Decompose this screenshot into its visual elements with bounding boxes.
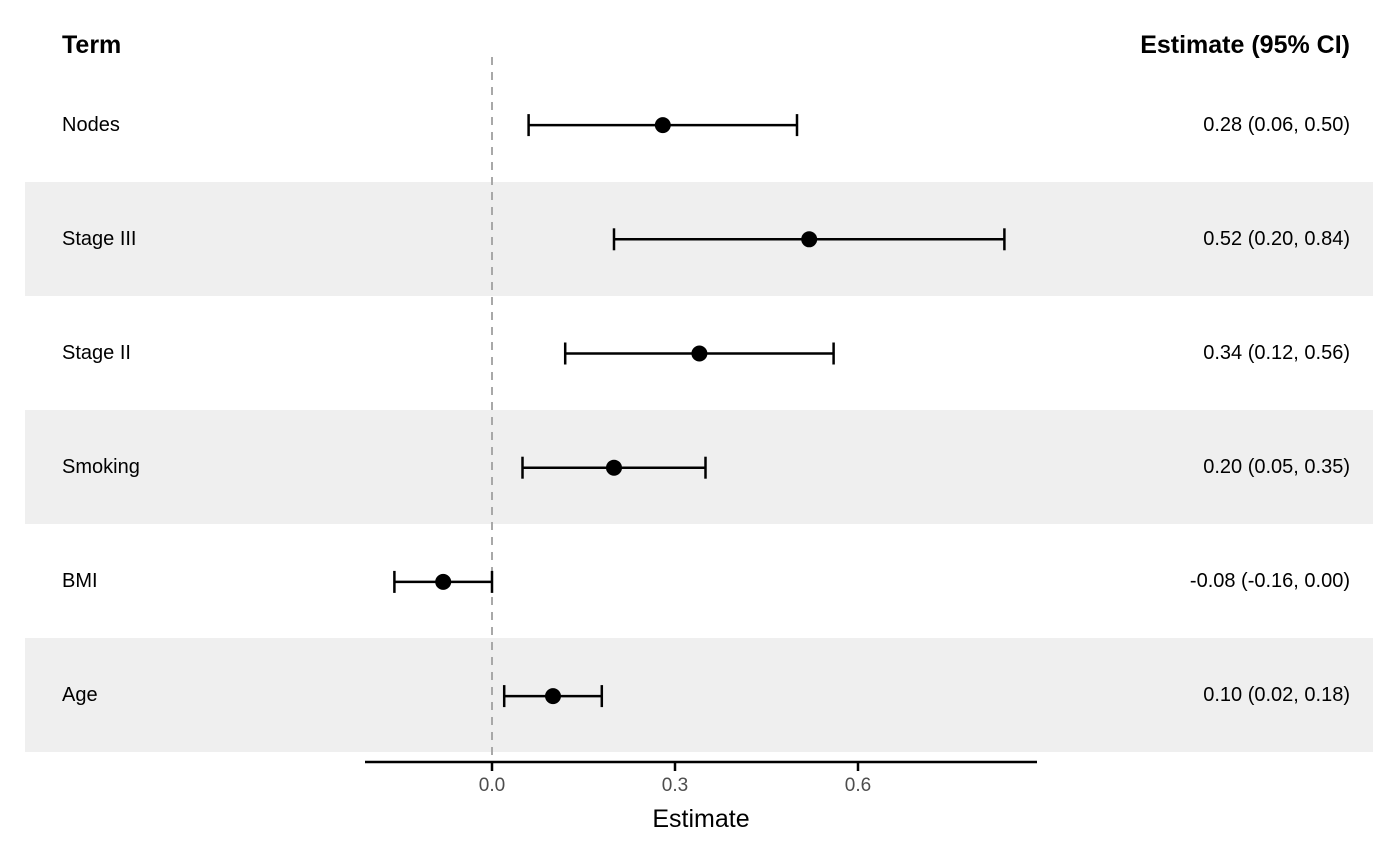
estimate-ci-value: -0.08 (-0.16, 0.00) [1189, 569, 1350, 592]
term-label: BMI [62, 569, 98, 592]
estimate-ci-value: 0.34 (0.12, 0.56) [1203, 341, 1350, 364]
x-axis-title: Estimate [652, 805, 749, 833]
row-age: Age 0.10 (0.02, 0.18) [25, 638, 1373, 752]
row-bmi: BMI -0.08 (-0.16, 0.00) [25, 524, 1373, 638]
term-label: Age [62, 683, 98, 706]
row-stage-iii: Stage III 0.52 (0.20, 0.84) [25, 182, 1373, 296]
term-column-header: Term [62, 31, 122, 59]
row-nodes: Nodes 0.28 (0.06, 0.50) [25, 68, 1373, 182]
term-label: Stage III [62, 227, 137, 250]
x-axis-tick-label: 0.0 [479, 775, 505, 796]
estimate-ci-value: 0.28 (0.06, 0.50) [1203, 113, 1350, 136]
estimate-column-header: Estimate (95% CI) [1140, 31, 1350, 59]
term-label: Stage II [62, 341, 131, 364]
row-smoking: Smoking 0.20 (0.05, 0.35) [25, 410, 1373, 524]
term-label: Smoking [62, 455, 140, 478]
estimate-ci-value: 0.10 (0.02, 0.18) [1203, 683, 1350, 706]
x-axis-tick-label: 0.6 [845, 775, 871, 796]
term-label: Nodes [62, 113, 120, 136]
x-axis-tick-label: 0.3 [662, 775, 688, 796]
estimate-ci-value: 0.20 (0.05, 0.35) [1203, 455, 1350, 478]
estimate-ci-value: 0.52 (0.20, 0.84) [1203, 227, 1350, 250]
row-stage-ii: Stage II 0.34 (0.12, 0.56) [25, 296, 1373, 410]
